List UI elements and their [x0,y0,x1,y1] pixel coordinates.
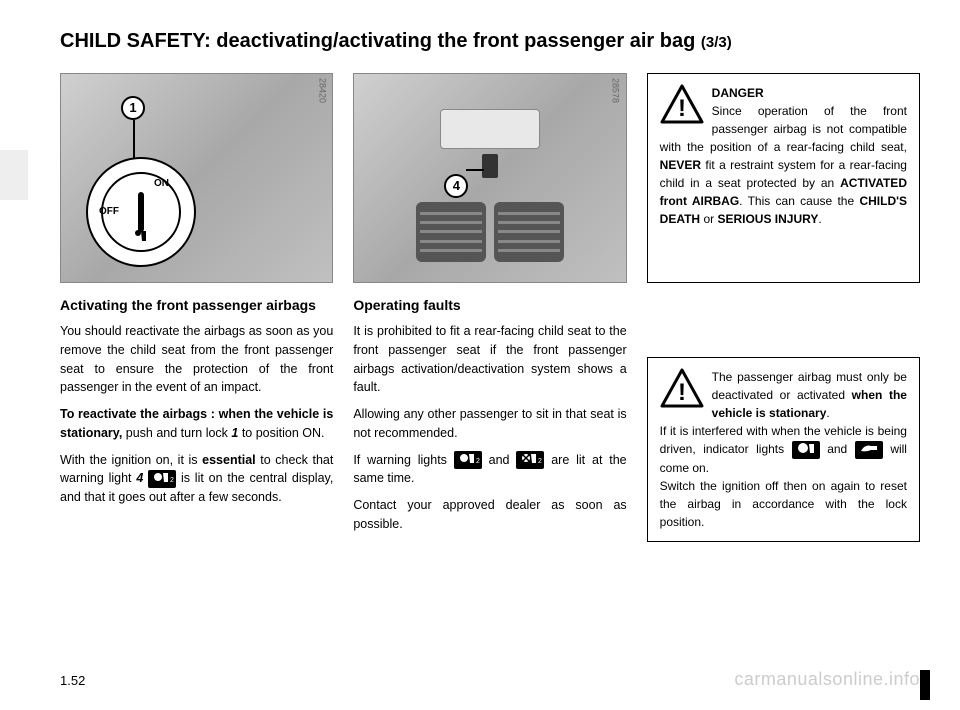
svg-text:!: ! [678,379,686,406]
col1-p3: With the ignition on, it is essential to… [60,451,333,507]
airbag-on-icon-2: 2 [454,451,482,469]
title-main: CHILD SAFETY: deactivating/activating th… [60,30,695,52]
col2-heading: Operating faults [353,295,626,316]
col1-heading: Activating the front passenger airbags [60,295,333,316]
service-icon [855,441,883,459]
col1-p3-a: With the ignition on, it is [60,453,202,467]
col1-p3-light-ref: 4 [136,471,143,485]
column-1: 28420 1 ON OFF Activating the front pass… [60,73,333,542]
airbag-side-icon [792,441,820,459]
warn1-heading: DANGER [712,86,764,100]
spacer [647,303,920,337]
airbag-seat-icon [133,229,149,248]
air-vents [400,202,580,262]
image-id-2: 28578 [608,78,622,103]
column-2: 28578 4 Operating faults It is prohibite… [353,73,626,542]
airbag-off-icon: 2 [516,451,544,469]
lock-on-label: ON [154,176,169,191]
col2-p4: Contact your approved dealer as soon as … [353,496,626,534]
vent-left [416,202,486,262]
page-number: 1.52 [60,673,85,688]
warn1-never: NEVER [660,158,701,172]
col1-p2: To reactivate the airbags : when the veh… [60,405,333,443]
col1-p3-essential: essential [202,453,256,467]
col2-p2: Allowing any other passenger to sit in t… [353,405,626,443]
warn2-t7: Switch the ignition off then on again to… [660,479,907,529]
vent-right [494,202,564,262]
airbag-on-icon: 2 [148,470,176,488]
col2-p3-b: and [489,453,517,467]
page-title: CHILD SAFETY: deactivating/activating th… [60,30,920,53]
lock-off-label: OFF [99,204,119,219]
warning-box-stationary: ! The passenger airbag must only be deac… [647,357,920,542]
title-sub: (3/3) [701,34,732,51]
content-columns: 28420 1 ON OFF Activating the front pass… [60,73,920,542]
warn1-t9: . [818,212,821,226]
side-tab [0,150,28,200]
callout-1-label: 1 [129,98,136,118]
black-corner-tab [920,670,930,700]
svg-text:!: ! [678,95,686,122]
warn1-t5: . This can cause the [739,194,859,208]
warning-triangle-icon: ! [660,84,704,124]
figure-lock-switch: 28420 1 ON OFF [60,73,333,283]
svg-text:2: 2 [538,458,542,465]
callout-line-4 [466,169,484,171]
col1-p1: You should reactivate the airbags as soo… [60,322,333,397]
warning-triangle-icon-2: ! [660,368,704,408]
dash-warning-light [482,154,498,178]
col2-p1: It is prohibited to fit a rear-facing ch… [353,322,626,397]
warn1-injury: SERIOUS INJURY [717,212,818,226]
lock-inner: ON OFF [101,172,181,252]
warn2-t3: . [826,406,829,420]
warning-box-danger: ! DANGER Since operation of the front pa… [647,73,920,283]
col1-p2-b: push and turn lock [122,426,231,440]
callout-4: 4 [444,174,468,198]
col2-p3-a: If warning lights [353,453,453,467]
callout-4-label: 4 [453,176,460,196]
warn1-t7: or [700,212,717,226]
callout-line-1 [133,120,135,160]
image-id: 28420 [315,78,329,103]
svg-text:2: 2 [476,458,480,465]
col1-p2-d: to position ON. [238,426,324,440]
figure-dashboard: 28578 4 [353,73,626,283]
col2-p3: If warning lights 2 and 2 are lit at the… [353,451,626,489]
svg-text:2: 2 [170,477,174,484]
warn2-t5: and [827,442,855,456]
callout-1: 1 [121,96,145,120]
watermark: carmanualsonline.info [734,669,920,690]
lock-slot [138,192,144,232]
dash-display [440,109,540,149]
column-3: ! DANGER Since operation of the front pa… [647,73,920,542]
lock-switch-graphic: ON OFF [86,157,196,267]
